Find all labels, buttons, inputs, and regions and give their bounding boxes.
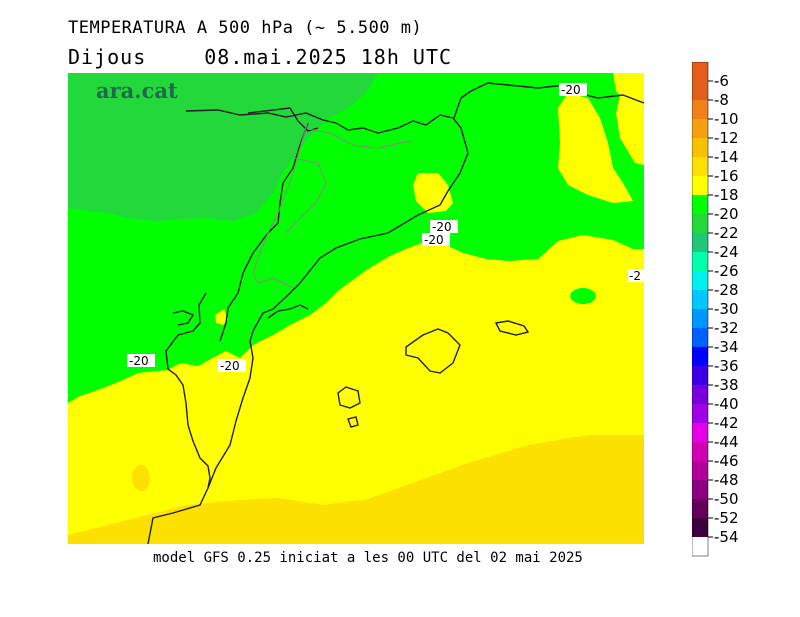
legend-swatch <box>692 385 708 404</box>
contour-label-text: -20 <box>129 354 149 368</box>
forecast-day: Dijous <box>68 45 147 69</box>
ara-cat-logo: ara.cat <box>96 78 178 103</box>
legend-swatch <box>692 119 708 138</box>
legend-label: -32 <box>714 319 739 337</box>
legend-label: -18 <box>714 186 739 204</box>
yellow-pocket-corner <box>613 73 644 105</box>
legend-label: -42 <box>714 414 739 432</box>
legend-label: -24 <box>714 243 739 261</box>
legend-swatch <box>692 176 708 195</box>
contour-label-4: -20 <box>127 354 155 368</box>
band-minus16-gold <box>68 435 644 544</box>
yellow-pocket-coast <box>413 173 453 213</box>
legend-label: -10 <box>714 110 739 128</box>
contour-label-text: -20 <box>220 359 240 373</box>
legend-label: -30 <box>714 300 739 318</box>
legend-swatch <box>692 366 708 385</box>
legend-label: -48 <box>714 471 739 489</box>
contour-label-text: -20 <box>561 83 581 97</box>
legend-label: -8 <box>714 91 729 109</box>
legend-swatch <box>692 309 708 328</box>
legend-label: -50 <box>714 490 739 508</box>
legend-label: -12 <box>714 129 739 147</box>
legend-swatch <box>692 271 708 290</box>
legend-swatch <box>692 81 708 100</box>
legend-swatch <box>692 404 708 423</box>
legend-swatch <box>692 157 708 176</box>
legend-label: -34 <box>714 338 739 356</box>
legend-swatch <box>692 499 708 518</box>
model-info: model GFS 0.25 iniciat a les 00 UTC del … <box>153 550 583 566</box>
legend-swatch <box>692 480 708 499</box>
legend-label: -6 <box>714 72 729 90</box>
legend-swatch <box>692 62 708 81</box>
legend-label: -22 <box>714 224 739 242</box>
contour-label-text: -2 <box>629 269 641 283</box>
legend-swatch <box>692 252 708 271</box>
legend-label: -36 <box>714 357 739 375</box>
contour-label-5: -20 <box>218 359 246 373</box>
legend-swatch <box>692 518 708 537</box>
contour-label-text: -20 <box>432 220 452 234</box>
map-title: TEMPERATURA A 500 hPa (~ 5.500 m) <box>68 18 423 38</box>
legend-swatch <box>692 290 708 309</box>
temperature-map: ara.cat -20 -20 -20 -20 -20 -2 <box>68 73 644 544</box>
yellow-pocket-ne <box>558 93 633 203</box>
legend-swatch <box>692 195 708 214</box>
legend-label: -44 <box>714 433 739 451</box>
legend-label: -16 <box>714 167 739 185</box>
band-minus22-green <box>68 73 378 221</box>
legend-swatch <box>692 214 708 233</box>
legend-label: -14 <box>714 148 739 166</box>
map-subtitle: Dijous 08.mai.2025 18h UTC <box>68 45 452 69</box>
legend-swatch <box>692 423 708 442</box>
legend-label: -52 <box>714 509 739 527</box>
contour-label-1: -20 <box>559 83 587 97</box>
green-blob-sea <box>570 288 596 304</box>
legend-swatch <box>692 138 708 157</box>
legend-label: -28 <box>714 281 739 299</box>
yellow-pocket-west <box>215 309 228 325</box>
legend-label: -40 <box>714 395 739 413</box>
legend-swatch <box>692 328 708 347</box>
legend-swatch <box>692 100 708 119</box>
legend-label: -26 <box>714 262 739 280</box>
legend-swatch <box>692 233 708 252</box>
legend-swatch <box>692 347 708 366</box>
legend-label: -20 <box>714 205 739 223</box>
contour-label-6: -2 <box>628 269 644 283</box>
legend-swatch <box>692 442 708 461</box>
legend-label: -38 <box>714 376 739 394</box>
contour-label-text: -20 <box>424 233 444 247</box>
contour-label-3: -20 <box>422 233 450 247</box>
regional-borders <box>252 120 414 289</box>
legend-swatch <box>692 461 708 480</box>
legend-label: -46 <box>714 452 739 470</box>
color-scale-legend: -6-8-10-12-14-16-18-20-22-24-26-28-30-32… <box>692 62 739 557</box>
contour-label-2: -20 <box>430 220 458 234</box>
gold-blob-west <box>132 465 150 491</box>
forecast-datetime: 08.mai.2025 18h UTC <box>204 45 453 69</box>
legend-label: -54 <box>714 528 739 546</box>
